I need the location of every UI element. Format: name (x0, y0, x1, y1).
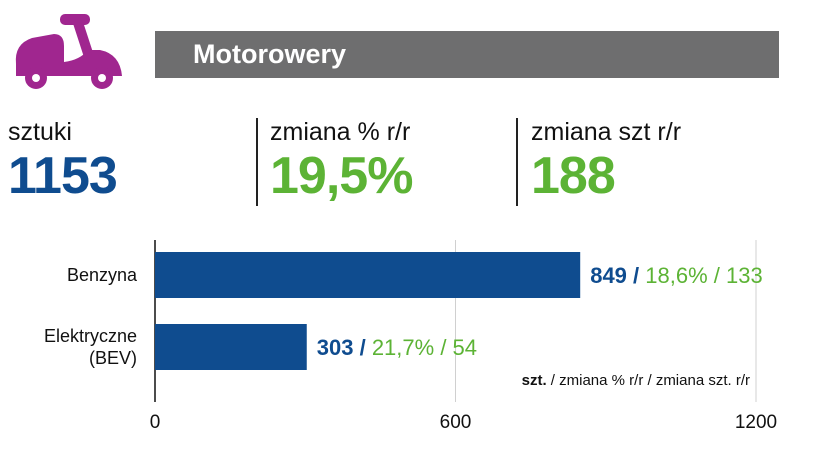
scooter-icon (15, 14, 122, 89)
data-label: 303 / 21,7% / 54 (317, 335, 477, 360)
kpi-change-units-value: 188 (531, 147, 616, 205)
bar (155, 252, 581, 298)
x-tick-label: 0 (150, 412, 161, 433)
kpi-divider (256, 118, 258, 206)
kpi-units: sztuki 1153 (8, 116, 118, 205)
kpi-change-pct-value: 19,5% (270, 147, 413, 205)
kpi-units-label: sztuki (8, 118, 72, 146)
kpi-divider (516, 118, 518, 206)
kpi-change-pct-label: zmiana % r/r (270, 118, 411, 146)
page-title: Motorowery (155, 31, 779, 78)
y-category-label: Elektryczne (BEV) (44, 326, 137, 368)
bar (155, 324, 307, 370)
x-tick-label: 600 (440, 412, 472, 433)
bar-chart: 0 600 1200 Benzyna 849 / 18,6% / 133 Elektryc… (44, 240, 777, 433)
y-category-label: Benzyna (67, 265, 138, 285)
kpi-change-pct: zmiana % r/r 19,5% (270, 116, 413, 205)
legend-annotation: szt. / zmiana % r/r / zmiana szt. r/r (522, 372, 750, 389)
kpi-units-value: 1153 (8, 147, 118, 205)
kpi-change-units: zmiana szt r/r 188 (531, 116, 681, 202)
data-label: 849 / 18,6% / 133 (590, 263, 763, 288)
x-tick-label: 1200 (735, 412, 777, 433)
kpi-change-units-label: zmiana szt r/r (531, 118, 682, 146)
